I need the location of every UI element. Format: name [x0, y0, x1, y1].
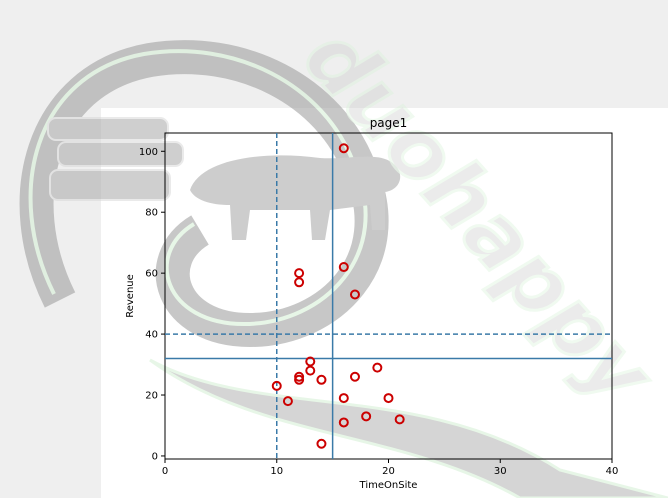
scatter-point	[282, 396, 293, 407]
scatter-point	[271, 380, 282, 391]
y-tick-label: 80	[145, 208, 158, 219]
scatter-point	[338, 417, 349, 428]
x-tick-label: 40	[606, 466, 619, 477]
books-icon	[47, 117, 184, 201]
y-axis-label: Revenue	[125, 274, 136, 318]
scatter-point	[349, 289, 360, 300]
x-tick-label: 10	[270, 466, 283, 477]
scatter-point	[338, 262, 349, 273]
y-tick-label: 60	[145, 269, 158, 280]
scatter-point	[361, 411, 372, 422]
y-tick-label: 0	[152, 451, 158, 462]
chart-title: page1	[370, 116, 408, 130]
scatter-point	[294, 268, 305, 279]
scatter-point	[316, 438, 327, 449]
reference-lines	[165, 133, 612, 459]
y-tick-label: 100	[139, 147, 158, 158]
scatter-points	[271, 143, 405, 449]
scatter-point	[316, 374, 327, 385]
scatter-point	[305, 365, 316, 376]
swoosh-shape	[149, 358, 668, 498]
scatter-point	[372, 362, 383, 373]
scatter-point	[349, 371, 360, 382]
y-tick-label: 40	[145, 330, 158, 341]
scatter-point	[294, 374, 305, 385]
scatter-point	[338, 393, 349, 404]
y-axis-ticks: 0 20 40 60 80 100	[139, 147, 165, 462]
x-tick-label: 20	[382, 466, 395, 477]
scatter-point	[394, 414, 405, 425]
scatter-point	[383, 393, 394, 404]
cow-silhouette-icon	[190, 155, 401, 240]
x-tick-label: 0	[162, 466, 168, 477]
scatter-point	[305, 356, 316, 367]
x-axis-label: TimeOnSite	[359, 480, 418, 491]
scatter-point	[294, 277, 305, 288]
x-axis-ticks: 0 10 20 30 40	[162, 459, 619, 477]
scatter-point	[294, 371, 305, 382]
scatter-point	[338, 143, 349, 154]
x-tick-label: 30	[494, 466, 507, 477]
y-tick-label: 20	[145, 391, 158, 402]
